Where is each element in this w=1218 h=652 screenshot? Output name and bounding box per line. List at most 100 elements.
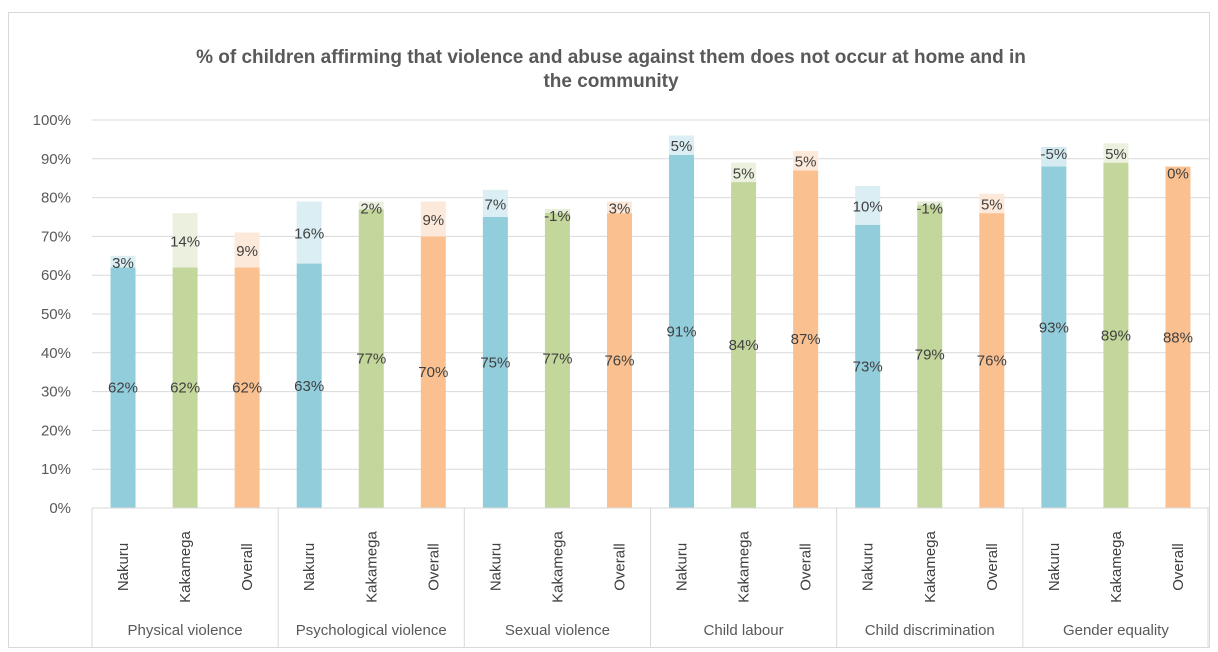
bar-delta <box>1041 147 1067 167</box>
bar-delta <box>1103 143 1129 163</box>
data-label-delta: -1% <box>544 208 571 225</box>
bar-delta <box>669 135 695 155</box>
bar-base <box>1165 166 1191 508</box>
x-category-label: Kakamega <box>549 530 566 602</box>
bar-base <box>544 209 570 509</box>
data-label-base: 88% <box>1163 329 1193 346</box>
bar-delta <box>544 209 570 214</box>
bar-delta <box>420 201 446 237</box>
bar-delta <box>172 213 198 268</box>
data-label-delta: 5% <box>733 165 755 182</box>
group-label: Psychological violence <box>296 622 447 639</box>
y-tick-label: 100% <box>33 112 71 129</box>
bar-base <box>979 213 1005 508</box>
data-label-base: 62% <box>232 380 262 397</box>
y-tick-label: 90% <box>41 151 71 168</box>
bar-delta <box>358 201 384 210</box>
y-tick-label: 80% <box>41 190 71 207</box>
bar-delta <box>731 162 757 183</box>
bar-base <box>234 267 260 508</box>
y-tick-label: 10% <box>41 461 71 478</box>
chart-title-line1: % of children affirming that violence an… <box>196 47 1026 68</box>
data-label-base: 70% <box>418 364 448 381</box>
data-label-delta: 3% <box>609 200 631 217</box>
data-label-base: 91% <box>667 323 697 340</box>
data-label-base: 63% <box>294 378 324 395</box>
y-tick-label: 50% <box>41 306 71 323</box>
data-label-delta: 0% <box>1167 166 1189 183</box>
data-labels: 62% 3% 62% 14% 62% 9% 63% 16% 77% 2% 70% 9% 75% 7% 77%… <box>108 138 1193 397</box>
x-category-label: Kakamega <box>1108 530 1125 602</box>
data-label-base: 89% <box>1101 327 1131 344</box>
y-axis-ticks: 0% 10% 20% 30% 40% 50% 60% 70% 80% 90% 100% <box>33 112 71 517</box>
group-label: Gender equality <box>1063 622 1169 639</box>
bar-base <box>420 236 446 508</box>
bar-base <box>855 224 881 508</box>
bar-base <box>172 267 198 508</box>
data-label-delta: -1% <box>916 200 943 217</box>
data-label-base: 77% <box>356 351 386 368</box>
data-label-base: 76% <box>977 353 1007 370</box>
x-category-label: Overall <box>425 543 442 591</box>
data-label-delta: 16% <box>294 226 324 243</box>
bar-delta <box>482 189 508 217</box>
data-label-base: 75% <box>480 355 510 372</box>
group-label: Child labour <box>704 622 784 639</box>
gridlines <box>92 119 1209 470</box>
data-label-delta: 5% <box>671 138 693 155</box>
bar-delta <box>234 232 260 268</box>
data-label-delta: 5% <box>795 154 817 171</box>
bar-base <box>358 209 384 509</box>
y-tick-label: 0% <box>49 500 71 517</box>
y-tick-label: 40% <box>41 345 71 362</box>
data-label-base: 62% <box>170 380 200 397</box>
data-label-delta: 3% <box>112 255 134 272</box>
x-category-label: Overall <box>239 543 256 591</box>
y-tick-label: 30% <box>41 384 71 401</box>
bar-base <box>1103 162 1129 508</box>
y-tick-label: 70% <box>41 228 71 245</box>
data-label-delta: 7% <box>485 196 507 213</box>
data-label-delta: 9% <box>236 243 258 260</box>
chart-svg: % of children affirming that violence an… <box>33 47 1209 647</box>
x-category-label: Kakamega <box>177 530 194 602</box>
x-category-label: Overall <box>611 543 628 591</box>
data-label-base: 84% <box>729 337 759 354</box>
bar-delta <box>979 193 1005 214</box>
bar-delta <box>793 151 819 171</box>
bar-base <box>296 263 322 508</box>
x-axis: Physical violence Nakuru Kakamega Overall Ps… <box>91 507 1209 647</box>
x-category-label: Nakuru <box>301 543 318 591</box>
x-category-label: Kakamega <box>736 530 753 602</box>
bar-delta <box>855 185 881 225</box>
group-label: Physical violence <box>128 622 243 639</box>
data-label-delta: 2% <box>360 200 382 217</box>
bar-base <box>110 267 136 508</box>
bar-base <box>482 217 508 508</box>
data-label-base: 73% <box>853 358 883 375</box>
bar-delta <box>110 255 136 268</box>
x-category-label: Kakamega <box>363 530 380 602</box>
group-label: Child discrimination <box>865 622 995 639</box>
bar-base <box>669 154 695 509</box>
bar-base <box>917 201 943 509</box>
bar-delta <box>917 201 943 206</box>
x-category-label: Nakuru <box>487 543 504 591</box>
x-category-label: Nakuru <box>1046 543 1063 591</box>
bar-base <box>606 213 632 508</box>
bars <box>110 135 1191 509</box>
bar-base <box>731 182 757 508</box>
x-category-label: Overall <box>1170 543 1187 591</box>
data-label-base: 76% <box>604 353 634 370</box>
chart-title-line2: the community <box>543 71 679 92</box>
x-category-label: Nakuru <box>115 543 132 591</box>
bar-delta <box>606 201 632 214</box>
data-label-base: 79% <box>915 347 945 364</box>
data-label-delta: -5% <box>1041 146 1068 163</box>
x-category-label: Overall <box>798 543 815 591</box>
y-tick-label: 20% <box>41 422 71 439</box>
data-label-delta: 14% <box>170 233 200 250</box>
data-label-base: 93% <box>1039 320 1069 337</box>
data-label-delta: 5% <box>1105 146 1127 163</box>
x-category-label: Kakamega <box>922 530 939 602</box>
